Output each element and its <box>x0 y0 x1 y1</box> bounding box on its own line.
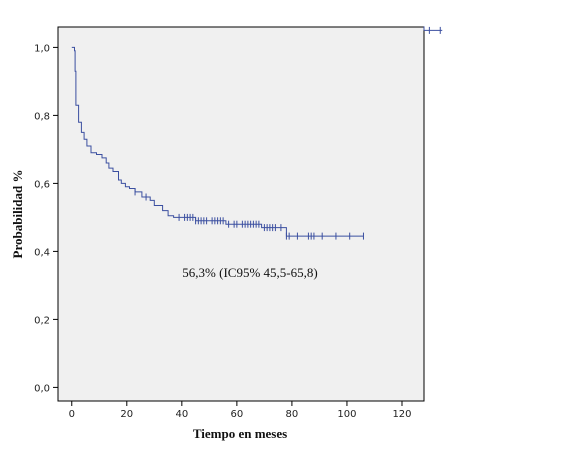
plot-area <box>57 26 425 402</box>
y-tick-label: 0,4 <box>34 247 50 258</box>
x-tick-label: 80 <box>286 409 299 420</box>
y-tick-label: 0,2 <box>34 315 50 326</box>
y-tick-label: 0,8 <box>34 111 50 122</box>
x-tick-label: 40 <box>175 409 188 420</box>
x-tick-label: 0 <box>69 409 75 420</box>
y-tick-label: 0,6 <box>34 179 50 190</box>
x-axis-title: Tiempo en meses <box>193 426 287 441</box>
x-tick-label: 20 <box>120 409 133 420</box>
x-tick-label: 100 <box>337 409 356 420</box>
x-tick-label: 120 <box>392 409 411 420</box>
km-curve-layer <box>71 26 443 240</box>
axis-layer: 0 20 40 60 80 100 120 0,0 0,2 0,4 0,6 0,8 1,0 <box>34 43 411 420</box>
y-axis-title: Probabilidad % <box>10 170 25 259</box>
y-tick-label: 0,0 <box>34 383 50 394</box>
y-tick-label: 1,0 <box>34 43 50 54</box>
km-survival-line <box>71 46 364 237</box>
x-tick-label: 60 <box>231 409 244 420</box>
annotation-text: 56,3% (IC95% 45,5-65,8) <box>182 265 317 280</box>
